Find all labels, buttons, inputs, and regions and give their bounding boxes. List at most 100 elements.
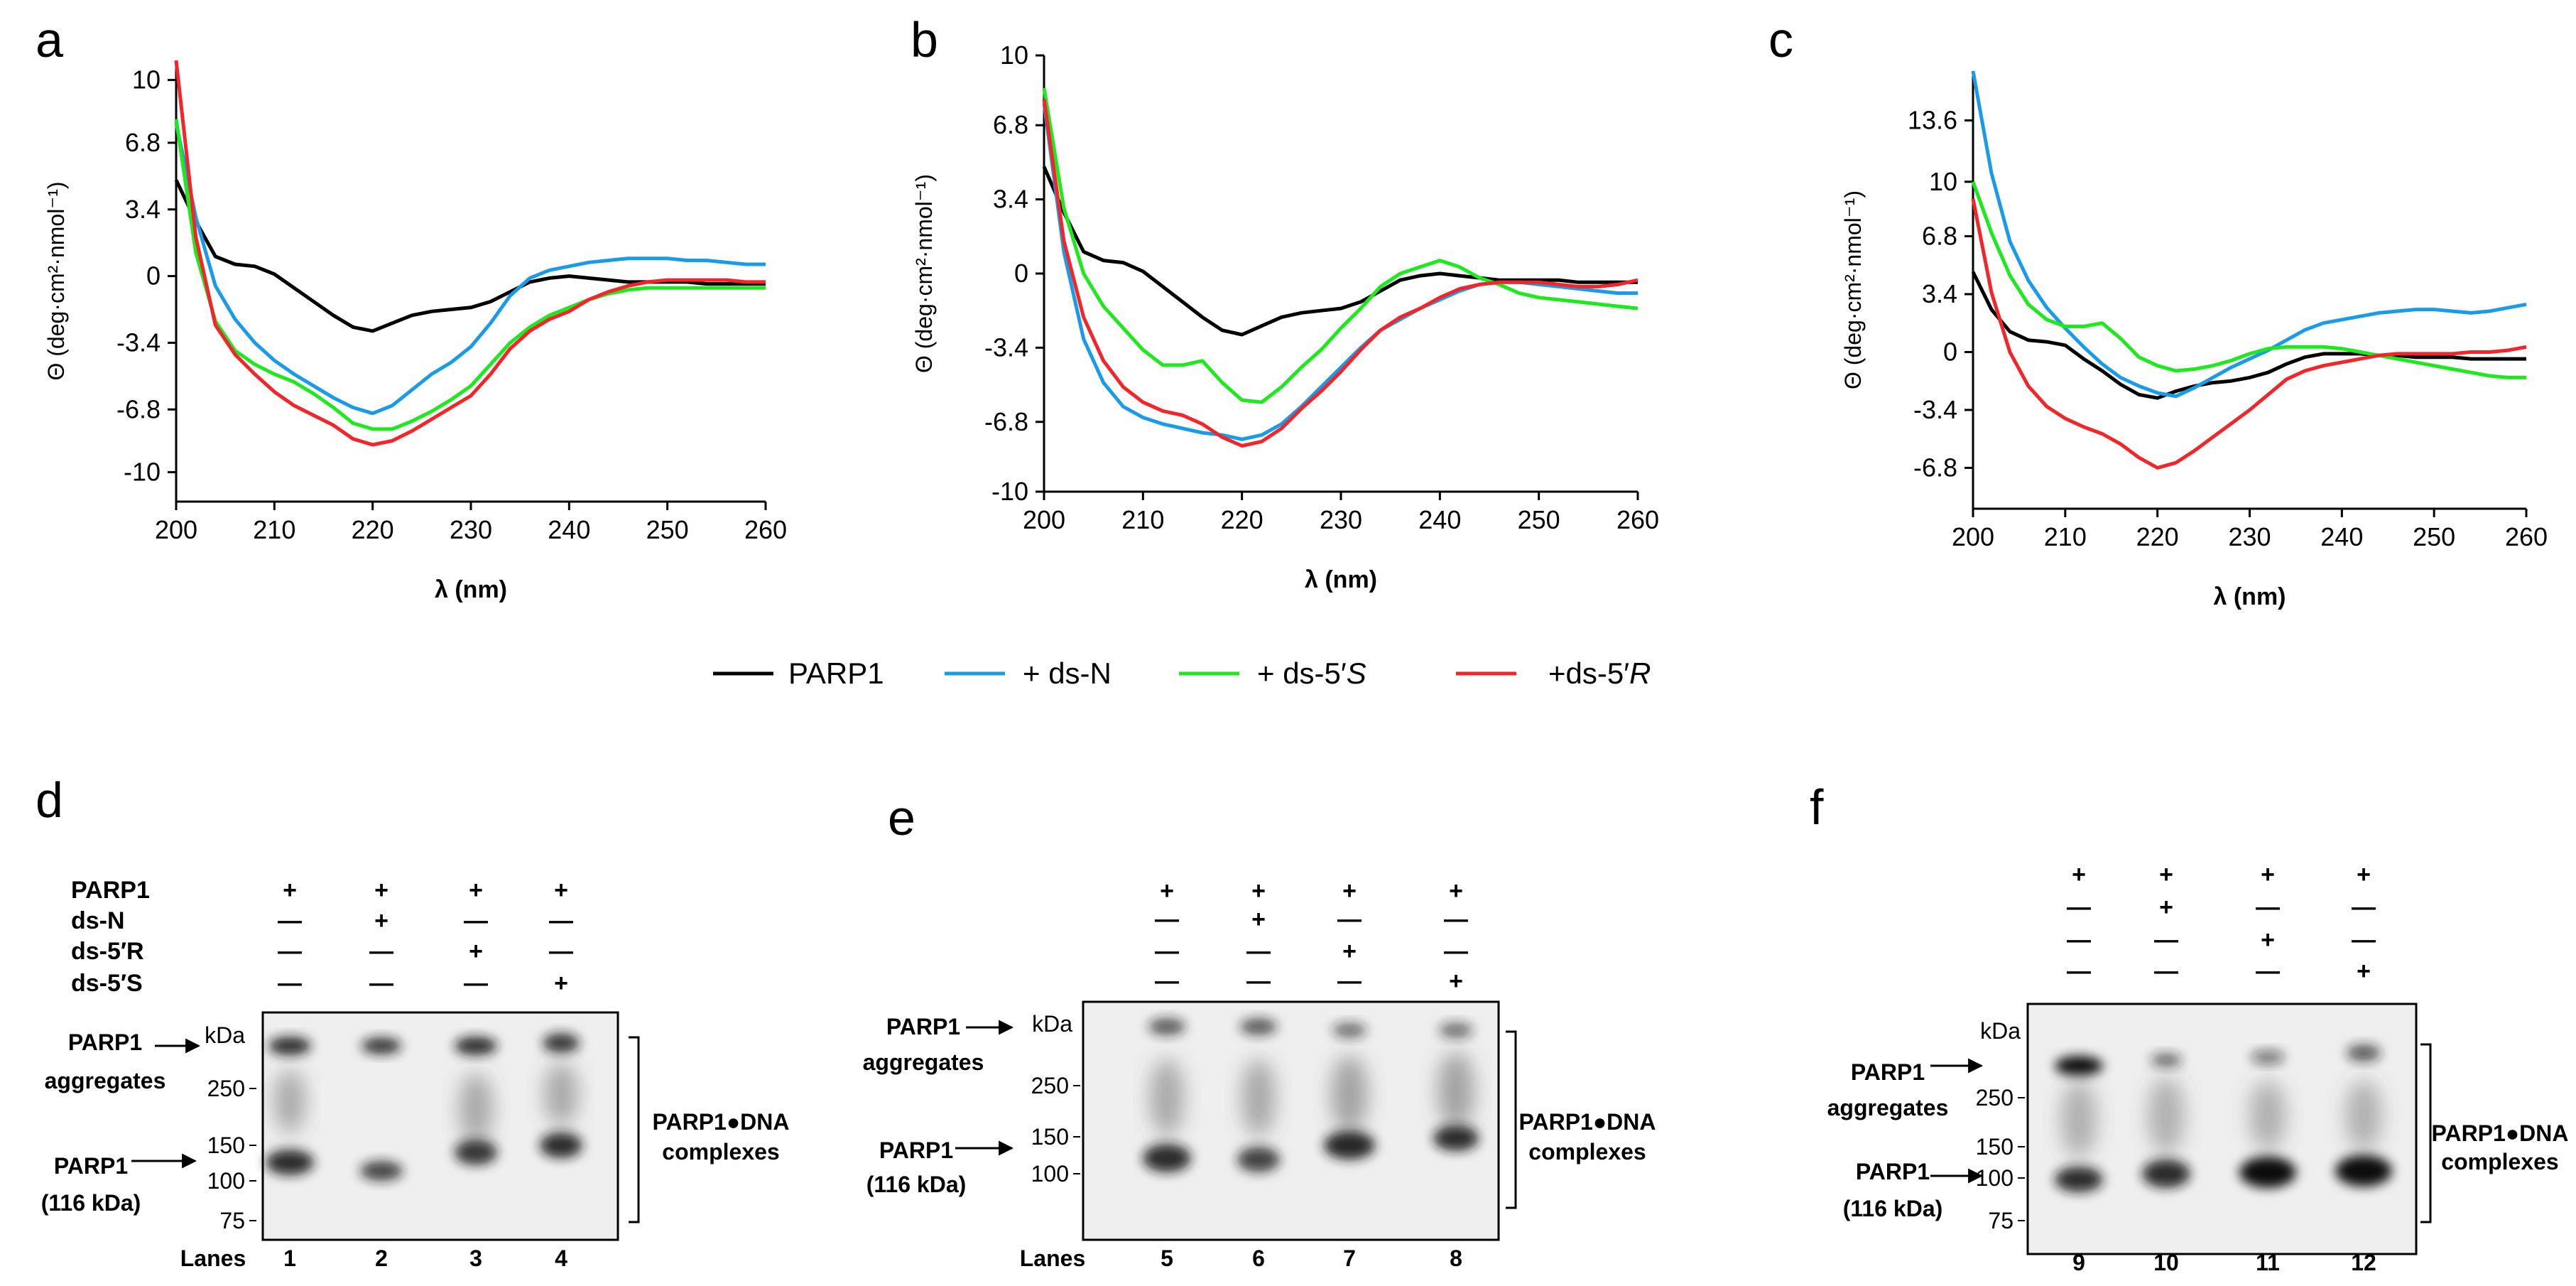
gel-band	[1324, 1131, 1375, 1160]
legend-label-ds5R: +ds-5′R	[1548, 656, 1651, 690]
gel-sign: +	[374, 877, 388, 904]
legend-label-suffix: R	[1629, 656, 1651, 690]
x-tick-label: 220	[2136, 522, 2179, 551]
gel-sign: —	[1246, 938, 1271, 965]
y-tick-label: -6.8	[984, 407, 1028, 436]
panel-letter-f: f	[1810, 779, 1824, 835]
legend-label-suffix: S	[1347, 656, 1366, 690]
gel-sign: —	[2154, 926, 2178, 953]
y-tick-label: 0	[1014, 259, 1028, 288]
marker-label: 100	[207, 1168, 245, 1194]
gel-row-label: ds-N	[71, 907, 125, 934]
marker-label: 150	[1031, 1124, 1069, 1150]
lane-number: 6	[1252, 1246, 1265, 1271]
gel-band	[455, 1037, 497, 1055]
series-line-dsN	[1042, 103, 1638, 441]
x-tick-label: 210	[253, 515, 295, 544]
x-tick-label: 240	[2320, 522, 2363, 551]
gel-sign: —	[549, 938, 573, 965]
gel-sign: —	[2067, 958, 2091, 985]
complex-label-line1: PARP1●DNA	[653, 1109, 790, 1135]
gel-sign: +	[1449, 968, 1463, 995]
x-tick-label: 220	[352, 515, 394, 544]
cd-panel-a: a 200 210 220 230 240 250 260 10 6.8 3.4 0 -3.4 -6.8 -…	[36, 12, 787, 603]
parp1-label-line1: PARP1	[54, 1153, 128, 1179]
x-tick-label: 240	[548, 515, 590, 544]
aggregates-label-line2: aggregates	[863, 1049, 984, 1075]
x-tick-label: 250	[1518, 505, 1560, 534]
gel-row-label: ds-5′R	[71, 938, 144, 965]
x-tick-label: 240	[1418, 505, 1461, 534]
complex-bracket	[1506, 1030, 1517, 1209]
gel-sign: +	[374, 907, 388, 934]
gel-sign: +	[1251, 877, 1266, 904]
gel-sign: +	[2357, 958, 2371, 985]
complex-label-line1: PARP1●DNA	[2432, 1120, 2569, 1146]
gel-panel-d: d PARP1 ds-N ds-5′R ds-5′S + + + + — + — — — — + — — — — + kD…	[36, 772, 789, 1271]
marker-label: 150	[207, 1133, 245, 1158]
gel-sign: —	[1444, 938, 1468, 965]
kda-label: kDa	[1032, 1011, 1072, 1037]
lane-number: 3	[469, 1246, 482, 1271]
gel-band	[1240, 1018, 1277, 1035]
gel-sign: —	[278, 938, 302, 965]
legend-label-parp1: PARP1	[788, 656, 884, 690]
complex-bracket	[629, 1036, 640, 1223]
gel-band	[266, 1150, 314, 1175]
gel-band	[2060, 1080, 2097, 1158]
gel-sign: —	[1155, 906, 1179, 933]
x-tick-label: 260	[2505, 522, 2548, 551]
x-tick-label: 230	[1320, 505, 1362, 534]
x-tick-label: 220	[1221, 505, 1263, 534]
lane-number: 2	[375, 1246, 388, 1271]
gel-band	[2055, 1167, 2103, 1192]
aggregates-label-line1: PARP1	[1851, 1059, 1925, 1085]
gel-sign: —	[2256, 894, 2280, 921]
y-tick-label: -10	[991, 477, 1028, 506]
parp1-label-line2: (116 kDa)	[1843, 1196, 1943, 1221]
gel-sign: +	[469, 877, 483, 904]
aggregates-label-line1: PARP1	[68, 1030, 142, 1055]
aggregates-label-line1: PARP1	[886, 1014, 960, 1039]
aggregates-label-line2: aggregates	[45, 1068, 166, 1093]
x-tick-label: 200	[1952, 522, 1994, 551]
gel-band	[2335, 1155, 2392, 1187]
marker-label: 250	[1976, 1085, 2013, 1111]
gel-panel-f: f + + + + — + — — — — + — — — — + kDa 250 150 100 75 PARP1 aggr…	[1810, 779, 2568, 1275]
gel-sign: +	[2261, 861, 2275, 888]
gel-sign: +	[2357, 861, 2371, 888]
y-tick-label: 0	[1943, 337, 1957, 366]
y-tick-label: -3.4	[1913, 395, 1957, 424]
complex-label-line2: complexes	[2441, 1149, 2558, 1174]
gel-band	[2148, 1076, 2185, 1155]
legend: PARP1 + ds-N + ds-5′S +ds-5′R	[713, 656, 1651, 690]
parp1-label-line2: (116 kDa)	[866, 1172, 967, 1197]
gel-sign: +	[1342, 877, 1357, 904]
y-tick-label: 6.8	[1922, 221, 1957, 250]
gel-band	[543, 1033, 580, 1053]
lane-number: 1	[283, 1246, 296, 1271]
y-axis-label: Θ (deg·cm²·nmol⁻¹)	[911, 174, 937, 373]
x-tick-label: 230	[450, 515, 492, 544]
y-axis-label: Θ (deg·cm²·nmol⁻¹)	[43, 181, 69, 380]
y-tick-label: -6.8	[116, 394, 161, 423]
gel-sign: +	[2159, 894, 2173, 921]
x-tick-label: 250	[2413, 522, 2455, 551]
marker-label: 75	[219, 1208, 245, 1233]
lane-number: 4	[555, 1246, 567, 1271]
y-tick-label: 3.4	[993, 185, 1028, 214]
panel-letter-b: b	[911, 12, 938, 67]
gel-sign: —	[1337, 968, 1362, 995]
y-axis-label: Θ (deg·cm²·nmol⁻¹)	[1840, 190, 1866, 389]
legend-label-dsN: + ds-N	[1023, 656, 1112, 690]
y-tick-label: 10	[1929, 167, 1957, 196]
complex-label-line2: complexes	[1528, 1139, 1646, 1165]
gel-image	[1082, 1000, 1500, 1241]
lanes-label: Lanes	[1020, 1246, 1085, 1271]
lane-number: 11	[2256, 1250, 2280, 1275]
gel-sign: +	[2261, 926, 2275, 953]
y-tick-label: 3.4	[1922, 279, 1957, 308]
gel-row-label: PARP1	[71, 877, 150, 904]
parp1-label-line1: PARP1	[1856, 1159, 1930, 1184]
